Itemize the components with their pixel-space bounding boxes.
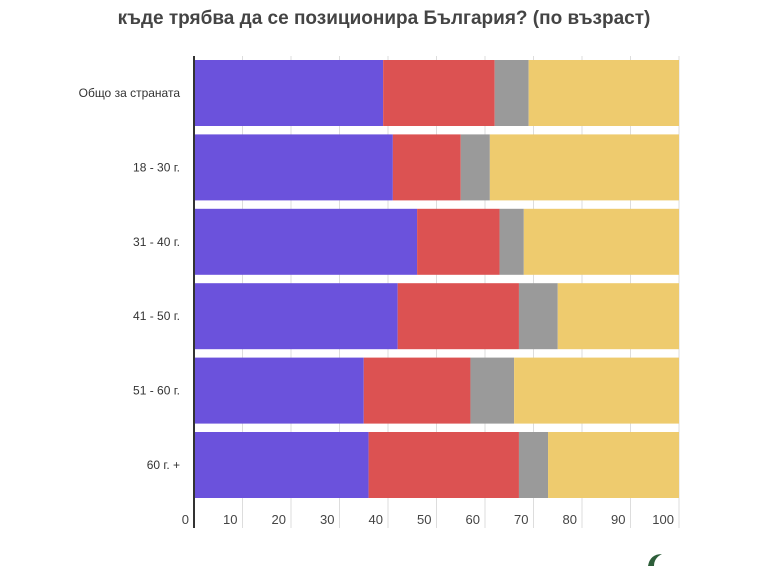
bar-segment [363, 357, 471, 424]
bar-segment [557, 283, 679, 350]
category-label: 51 - 60 г. [133, 384, 180, 398]
bar-segment [368, 432, 519, 498]
bar-segment [494, 60, 529, 126]
x-tick-label: 80 [563, 512, 577, 527]
bar-segment [518, 283, 558, 350]
bar-segment [548, 432, 679, 498]
bar-segment [499, 208, 524, 275]
x-tick-label: 0 [182, 512, 189, 527]
x-tick-label: 10 [223, 512, 237, 527]
bar-segment [397, 283, 519, 350]
bar-segment [194, 60, 384, 126]
category-label: 18 - 30 г. [133, 160, 180, 174]
bar-segment [194, 357, 364, 424]
institute-logo [648, 554, 662, 566]
bar-segment [460, 134, 490, 201]
category-label: 41 - 50 г. [133, 309, 180, 323]
x-tick-label: 90 [611, 512, 625, 527]
x-tick-label: 30 [320, 512, 334, 527]
bar-segment [470, 357, 515, 424]
x-tick-label: 50 [417, 512, 431, 527]
bar-segment [489, 134, 679, 201]
x-tick-label: 20 [272, 512, 286, 527]
x-tick-label: 60 [466, 512, 480, 527]
bar-segment [528, 60, 679, 126]
bar-segment [194, 134, 393, 201]
x-tick-label: 100 [652, 512, 674, 527]
bar-segment [194, 283, 398, 350]
x-tick-label: 40 [369, 512, 383, 527]
bar-segment [392, 134, 461, 201]
bar-segment [417, 208, 500, 275]
bar-segment [194, 432, 369, 498]
bar-segment [194, 208, 418, 275]
x-tick-label: 70 [514, 512, 528, 527]
chart-title: къде трябва да се позиционира България? … [117, 8, 651, 29]
category-label: Общо за страната [79, 86, 181, 100]
bar-segment [514, 357, 679, 424]
bar-segment [383, 60, 495, 126]
bar-segment [523, 208, 679, 275]
category-label: 31 - 40 г. [133, 235, 180, 249]
category-label: 60 г. + [147, 458, 180, 472]
bar-segment [518, 432, 549, 498]
